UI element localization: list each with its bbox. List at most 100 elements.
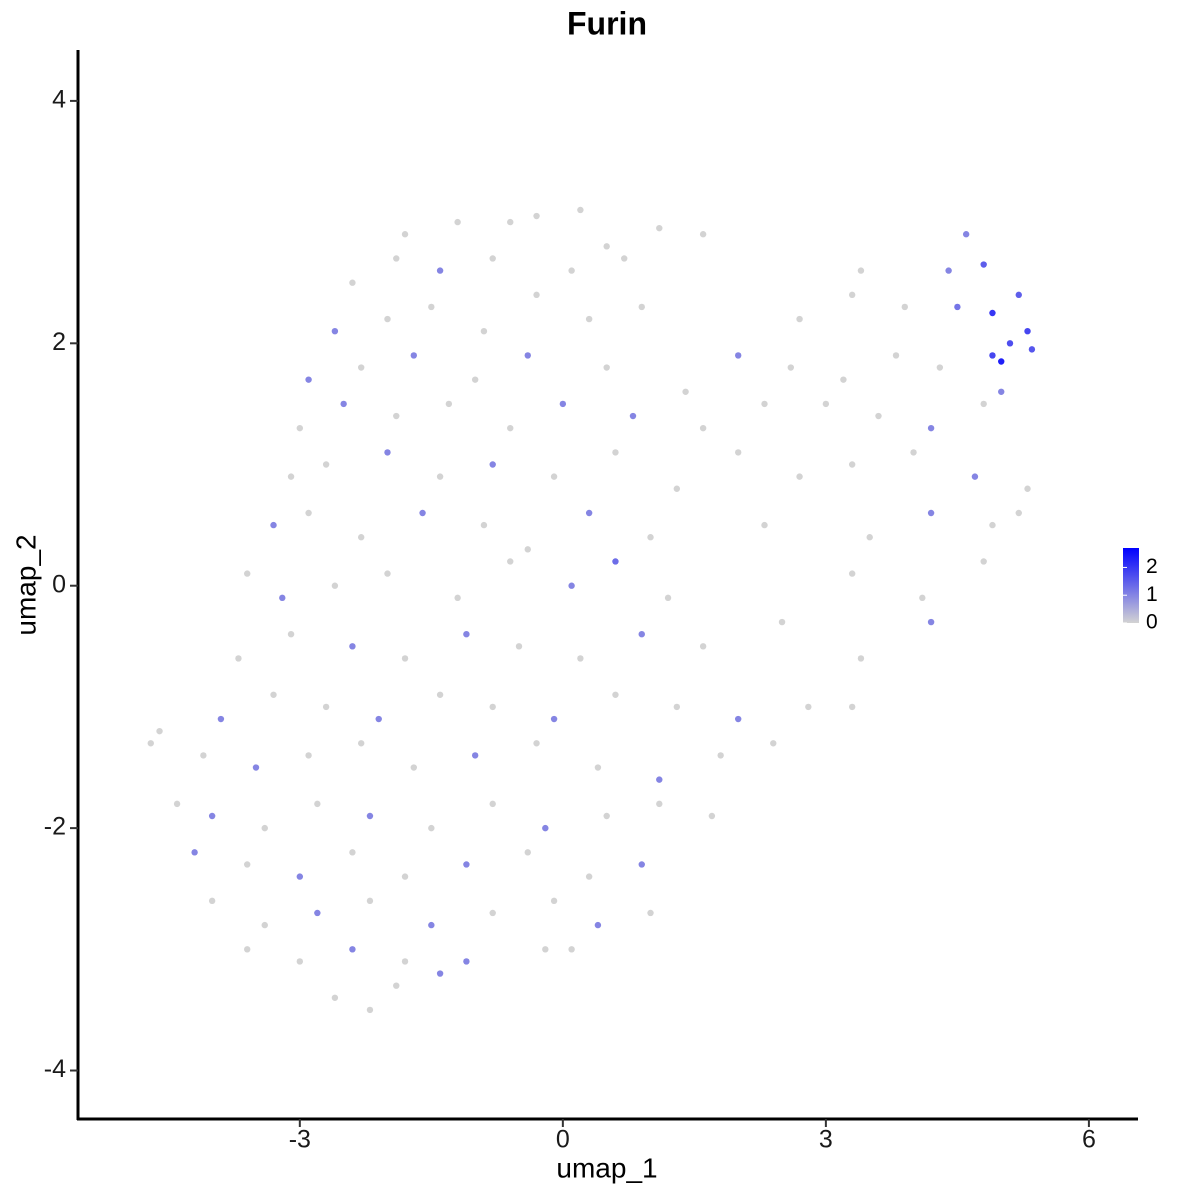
- point: [454, 218, 461, 226]
- point: [244, 861, 251, 868]
- point: [445, 400, 453, 408]
- point: [296, 424, 304, 432]
- point: [927, 618, 935, 626]
- point: [989, 521, 996, 529]
- point: [173, 800, 181, 808]
- chart-title: Furin: [567, 5, 647, 41]
- point: [594, 764, 602, 771]
- point: [805, 703, 812, 711]
- point: [366, 1006, 374, 1014]
- point: [954, 303, 961, 311]
- point: [770, 740, 777, 747]
- point: [612, 558, 619, 565]
- point: [349, 849, 356, 856]
- point: [287, 630, 295, 638]
- point: [349, 946, 356, 953]
- point: [603, 243, 610, 250]
- point: [507, 424, 514, 432]
- point: [656, 224, 663, 232]
- point: [796, 315, 803, 323]
- point: [393, 255, 400, 262]
- point: [428, 921, 435, 929]
- point: [585, 873, 593, 880]
- point: [901, 303, 908, 311]
- point: [349, 279, 356, 286]
- point: [252, 764, 260, 771]
- point: [270, 691, 277, 698]
- point: [507, 558, 514, 565]
- point: [927, 509, 935, 517]
- point: [524, 849, 531, 856]
- point: [927, 424, 935, 432]
- point: [656, 776, 663, 783]
- point: [331, 327, 339, 335]
- point: [594, 921, 602, 929]
- colorbar-tick-label: 0: [1146, 611, 1158, 634]
- point: [489, 461, 496, 468]
- point: [401, 873, 409, 880]
- point: [682, 388, 689, 395]
- point: [699, 231, 707, 238]
- point: [612, 691, 619, 698]
- x-axis-label: umap_1: [556, 1152, 657, 1183]
- point: [550, 715, 558, 723]
- point: [629, 412, 637, 420]
- colorbar-tick-label: 1: [1146, 583, 1158, 606]
- point: [244, 946, 251, 953]
- point: [393, 982, 400, 989]
- point: [322, 461, 330, 468]
- point: [261, 921, 268, 929]
- point: [314, 800, 321, 808]
- point: [1024, 485, 1031, 492]
- point: [357, 740, 365, 747]
- point: [480, 521, 488, 529]
- point: [945, 267, 952, 274]
- point: [357, 534, 365, 541]
- point: [848, 461, 856, 468]
- point: [235, 655, 242, 662]
- point: [208, 812, 216, 820]
- point: [533, 212, 540, 220]
- point: [463, 861, 470, 868]
- colorbar: [1123, 548, 1139, 623]
- point: [585, 509, 593, 517]
- point: [401, 231, 409, 238]
- point: [1015, 509, 1022, 517]
- point: [489, 800, 496, 808]
- point: [454, 594, 461, 602]
- y-tick-label: 4: [52, 86, 66, 114]
- y-tick-label: -2: [44, 813, 66, 841]
- point: [507, 218, 514, 226]
- point: [489, 703, 496, 711]
- x-tick-label: 3: [819, 1126, 833, 1154]
- point: [463, 958, 470, 965]
- y-tick-label: 2: [52, 328, 66, 356]
- point: [147, 740, 154, 747]
- point: [436, 691, 444, 698]
- y-axis-label: umap_2: [10, 534, 41, 635]
- point: [428, 824, 435, 832]
- point: [550, 473, 558, 480]
- point: [1006, 340, 1014, 347]
- point: [349, 643, 356, 650]
- point: [384, 449, 391, 456]
- point: [621, 255, 628, 262]
- point: [305, 509, 312, 517]
- point: [542, 946, 549, 953]
- point: [577, 655, 584, 662]
- point: [673, 703, 681, 711]
- point: [322, 703, 330, 711]
- point: [156, 727, 163, 735]
- point: [296, 873, 304, 880]
- point: [603, 812, 610, 820]
- point: [270, 521, 277, 529]
- point: [1024, 327, 1031, 335]
- point: [568, 267, 575, 274]
- point: [603, 364, 610, 371]
- point: [489, 909, 496, 917]
- point: [638, 303, 645, 311]
- point: [384, 315, 391, 323]
- point: [533, 291, 540, 299]
- point: [778, 618, 786, 626]
- point: [919, 594, 926, 602]
